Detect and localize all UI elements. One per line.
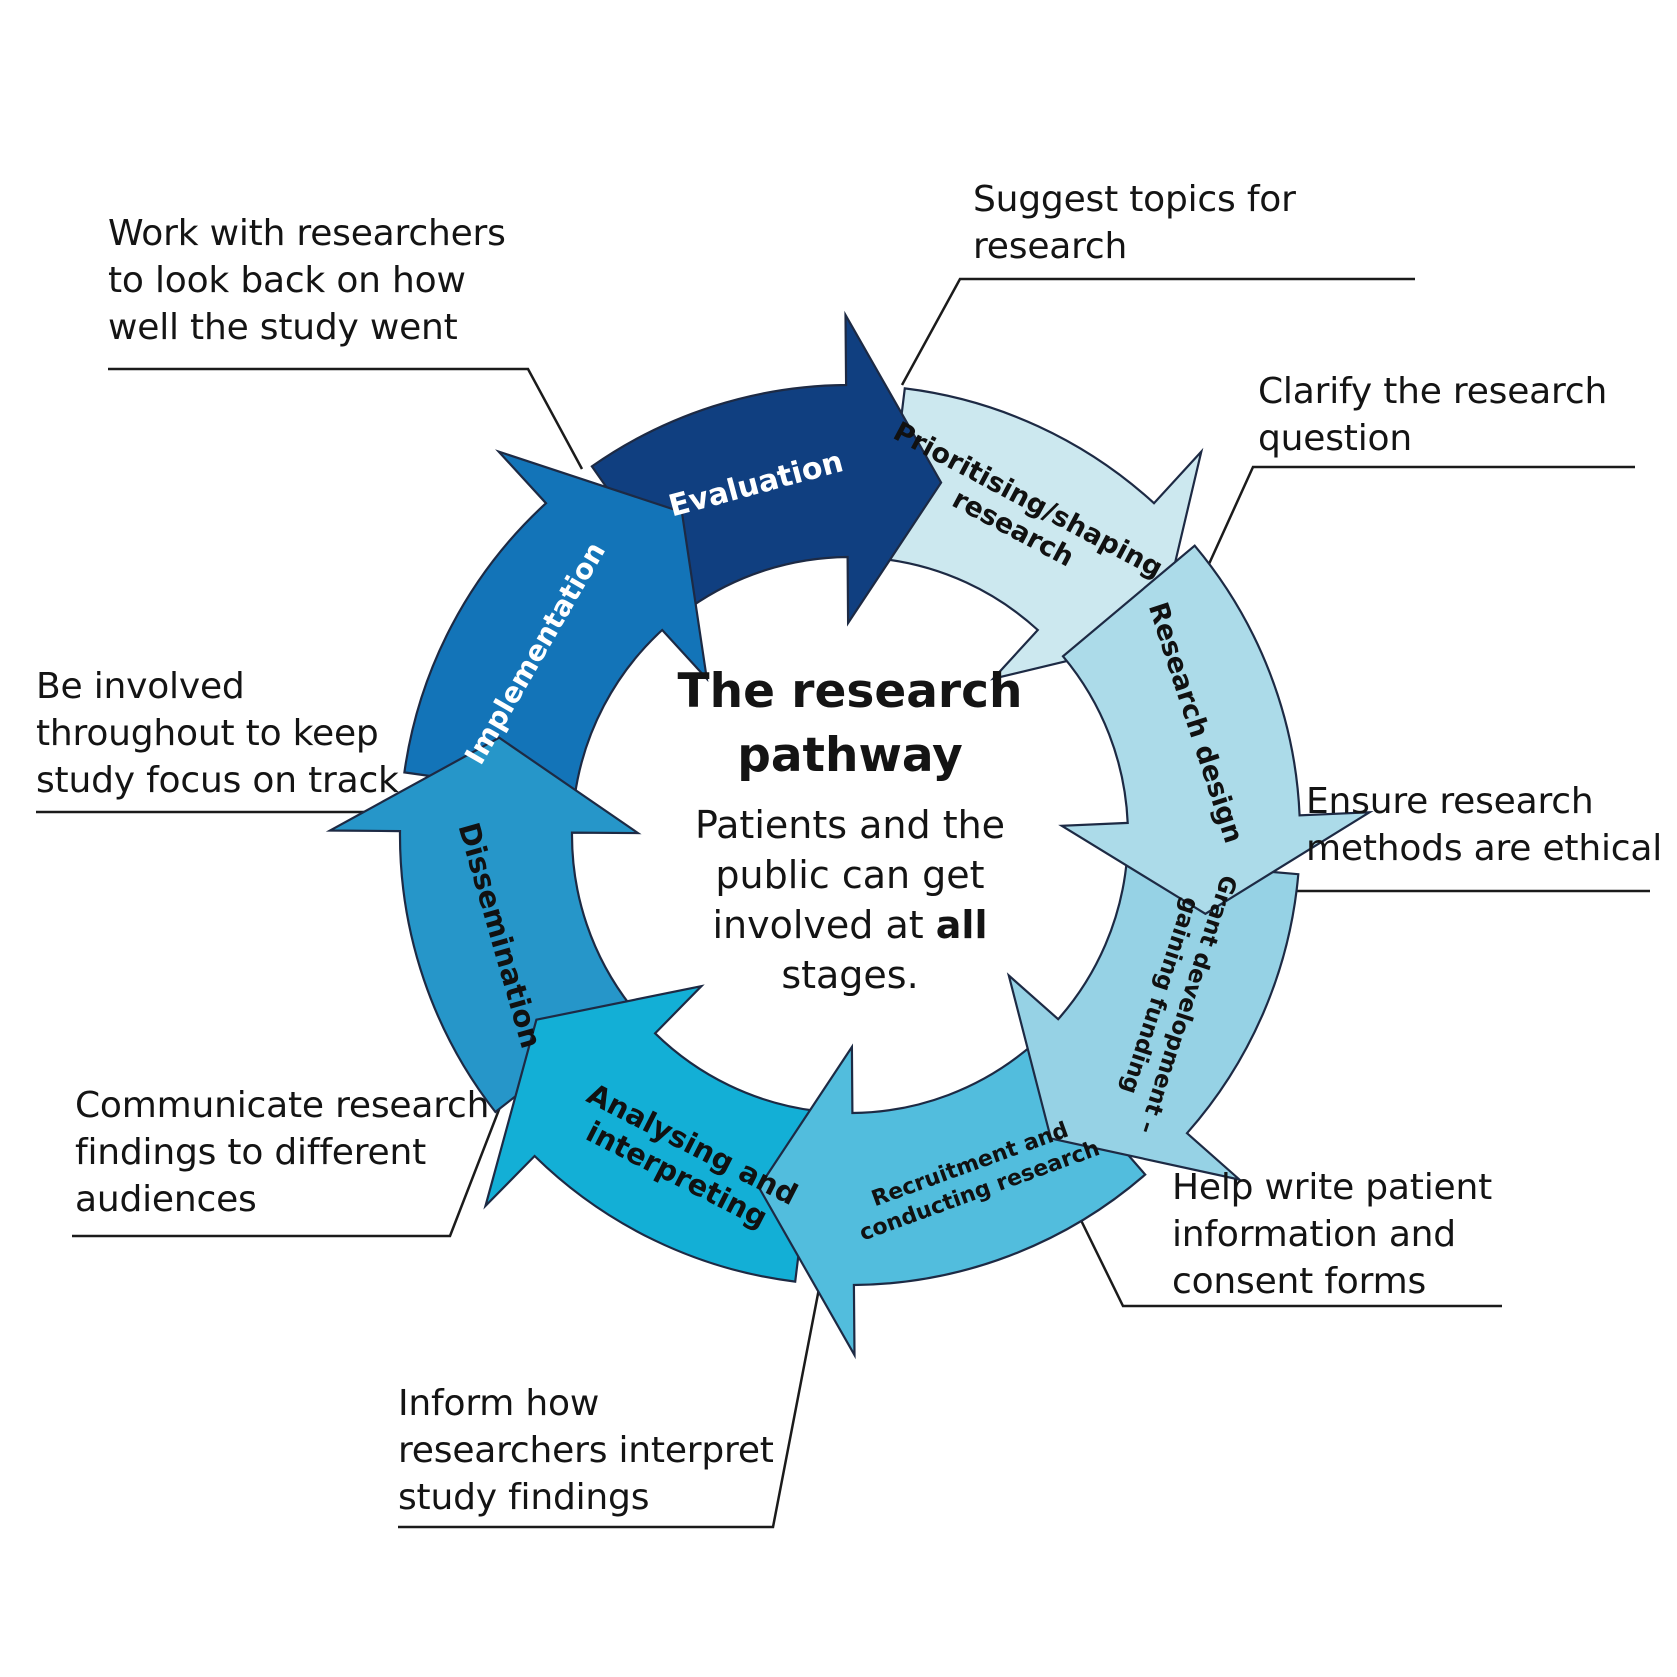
note-line: Help write patient [1172, 1167, 1492, 1208]
note-line: Communicate research [75, 1085, 490, 1126]
note-suggest-topics: Suggest topics for research [973, 176, 1296, 270]
note-line: methods are ethical [1306, 828, 1663, 869]
note-line: study findings [398, 1477, 650, 1518]
note-line: Clarify the research [1258, 371, 1608, 412]
note-line: Be involved [36, 666, 245, 707]
note-line: well the study went [108, 307, 458, 348]
note-patient-information: Help write patient information and conse… [1172, 1164, 1492, 1305]
note-line: study focus on track [36, 760, 399, 801]
note-clarify-question: Clarify the research question [1258, 368, 1607, 462]
leader-clarify [1207, 465, 1635, 565]
note-communicate-findings: Communicate research findings to differe… [75, 1082, 489, 1223]
note-line: to look back on how [108, 260, 466, 301]
title-line-1: The research [677, 664, 1023, 719]
note-line: information and [1172, 1214, 1456, 1255]
subtitle-line-3-prefix: involved at [712, 903, 936, 947]
leader-patient-info [1073, 1207, 1502, 1308]
note-line: throughout to keep [36, 713, 379, 754]
stage-arrow-analysing [483, 984, 818, 1283]
note-line: Suggest topics for [973, 179, 1296, 220]
leader-lines [36, 277, 1650, 1529]
note-line: research [973, 226, 1128, 267]
note-line: Inform how [398, 1383, 600, 1424]
stage-arrow-implementation [403, 449, 709, 798]
note-line: Work with researchers [108, 213, 506, 254]
note-look-back: Work with researchers to look back on ho… [108, 210, 506, 351]
stage-arrow-research-design [1058, 544, 1374, 916]
leader-communicate [72, 1106, 502, 1238]
note-line: researchers interpret [398, 1430, 774, 1471]
subtitle-line-1: Patients and the [694, 803, 1006, 847]
diagram-title: The research pathway [640, 660, 1060, 788]
subtitle-line-3: involved at all [640, 900, 1060, 950]
note-line: Ensure research [1306, 781, 1594, 822]
diagram-subtitle: Patients and the public can get involved… [640, 800, 1060, 1000]
leader-suggest [900, 277, 1415, 386]
stage-arrows [325, 310, 1374, 1360]
note-line: consent forms [1172, 1261, 1427, 1302]
note-inform-interpretation: Inform how researchers interpret study f… [398, 1380, 774, 1521]
leader-inform [398, 1272, 824, 1529]
note-ethical-methods: Ensure research methods are ethical [1306, 778, 1662, 872]
note-be-involved: Be involved throughout to keep study foc… [36, 663, 399, 804]
note-line: question [1258, 418, 1412, 459]
leader-look-back [108, 367, 584, 470]
subtitle-emphasis: all [935, 903, 988, 947]
note-line: findings to different [75, 1132, 427, 1173]
subtitle-line-2: public can get [715, 853, 985, 897]
subtitle-line-4: stages. [781, 953, 919, 997]
title-line-2: pathway [737, 728, 963, 783]
stage-arrow-grant [1006, 858, 1300, 1182]
note-line: audiences [75, 1179, 257, 1220]
